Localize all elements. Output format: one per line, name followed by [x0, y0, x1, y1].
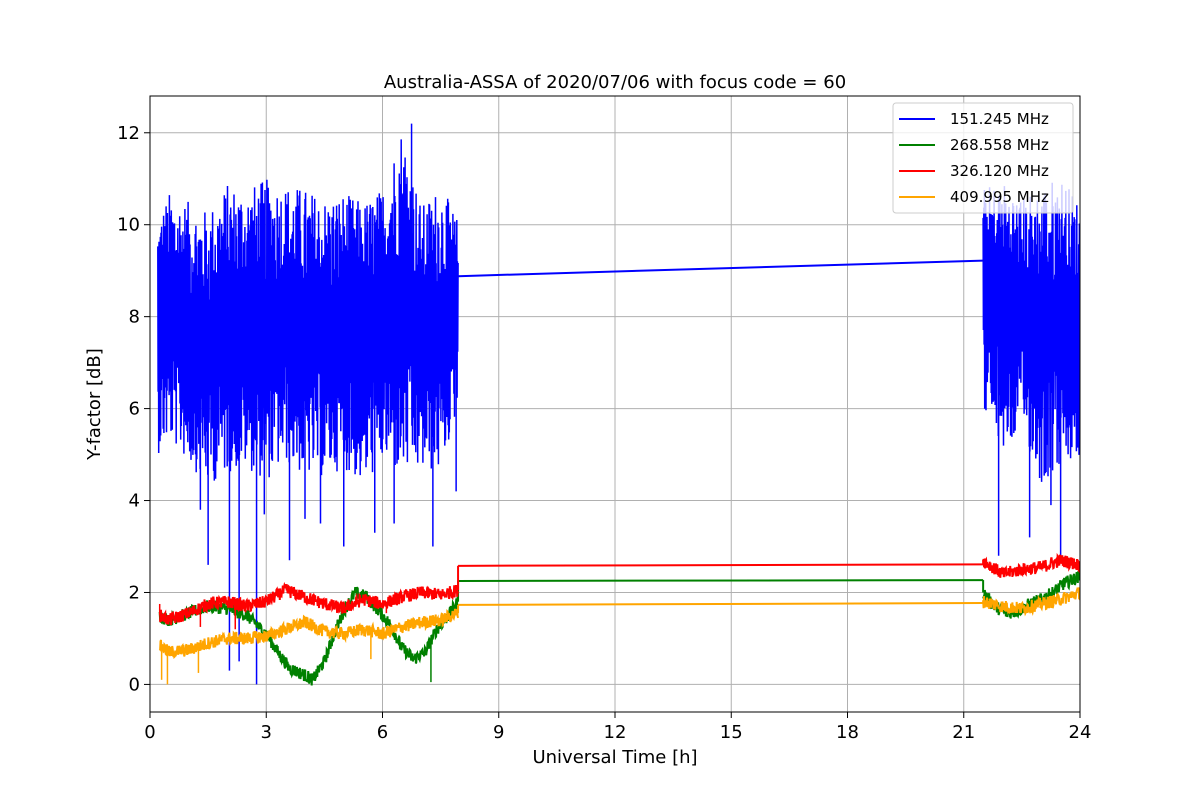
- series-409-995-mhz: [158, 586, 1080, 685]
- legend-entry-label: 268.558 MHz: [950, 136, 1049, 154]
- legend-box: [892, 102, 1074, 214]
- y-tick-label: 12: [117, 123, 140, 144]
- chart-title: Australia-ASSA of 2020/07/06 with focus …: [384, 72, 846, 93]
- series-gap-connector: [458, 602, 984, 606]
- series-trace-segment: [982, 586, 1080, 617]
- x-tick-label: 24: [1069, 722, 1092, 743]
- series-trace-segment: [982, 182, 1080, 482]
- y-axis-ticks: 0 2 4 6 8 10 12: [117, 123, 150, 695]
- y-tick-label: 0: [129, 674, 140, 695]
- legend: 151.245 MHz 268.558 MHz 326.120 MHz 409.995…: [892, 102, 1074, 214]
- y-axis-label: Y-factor [dB]: [84, 348, 105, 461]
- x-tick-label: 12: [604, 722, 627, 743]
- series-gap-connector: [458, 259, 984, 278]
- series-trace-segment: [158, 608, 460, 660]
- series-trace-segment: [982, 552, 1080, 578]
- x-tick-label: 0: [144, 722, 155, 743]
- x-tick-label: 9: [493, 722, 504, 743]
- x-tick-label: 3: [261, 722, 272, 743]
- series-326-120-mhz: [158, 552, 1080, 630]
- y-tick-label: 2: [129, 582, 140, 603]
- series-gap-connector: [458, 563, 984, 567]
- y-tick-label: 8: [129, 307, 140, 328]
- legend-entry-label: 409.995 MHz: [950, 188, 1049, 206]
- series-layer: [157, 123, 1080, 686]
- x-tick-label: 15: [720, 722, 743, 743]
- x-axis-ticks: 0 3 6 9 12 15 18 21 24: [144, 712, 1091, 743]
- legend-entry-label: 326.120 MHz: [950, 162, 1049, 180]
- x-tick-label: 18: [836, 722, 859, 743]
- y-tick-label: 10: [117, 215, 140, 236]
- y-tick-label: 4: [129, 491, 140, 512]
- x-tick-label: 6: [377, 722, 388, 743]
- series-trace-segment: [158, 581, 460, 626]
- x-axis-label: Universal Time [h]: [532, 747, 697, 768]
- series-gap-connector: [458, 579, 984, 582]
- legend-entry-label: 151.245 MHz: [950, 110, 1049, 128]
- y-tick-label: 6: [129, 399, 140, 420]
- series-151-245-mhz: [157, 123, 1080, 685]
- x-tick-label: 21: [952, 722, 975, 743]
